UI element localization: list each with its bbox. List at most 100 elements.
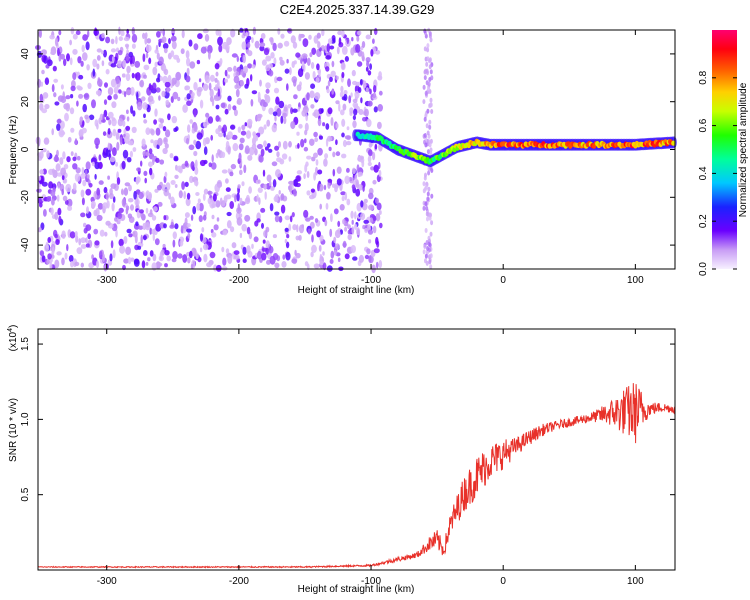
spectrogram-noise-cell <box>123 129 127 135</box>
spectrogram-noise-cell <box>368 149 373 157</box>
spectrogram-noise-cell <box>232 105 237 111</box>
spectrogram-noise-cell <box>98 180 104 185</box>
spectrogram-noise-cell <box>149 227 152 235</box>
spectrogram-noise-cell <box>190 92 195 97</box>
spectrogram-noise-cell <box>423 175 427 181</box>
spectrogram-noise-cell <box>291 258 298 264</box>
spectrogram-noise-cell <box>55 239 60 245</box>
spectrogram-noise-cell <box>360 200 364 208</box>
spectrogram-noise-cell <box>367 229 374 235</box>
spectrogram-noise-cell <box>368 204 374 211</box>
spectrogram-noise-cell <box>70 127 75 133</box>
spectrogram-noise-cell <box>186 228 192 233</box>
spectrogram-noise-cell <box>310 62 315 69</box>
spectrogram-noise-cell <box>177 96 181 102</box>
spectrogram-noise-cell <box>203 159 208 165</box>
spectrogram-noise-cell <box>144 177 147 184</box>
spectrogram-noise-cell <box>197 33 203 40</box>
spectrogram-noise-cell <box>189 250 193 259</box>
spectrogram-noise-cell <box>196 202 201 211</box>
spectrogram-noise-cell <box>217 88 221 97</box>
spectrogram-noise-cell <box>265 82 271 89</box>
spectrogram-noise-cell <box>154 188 159 193</box>
spectrogram-noise-cell <box>271 124 277 133</box>
spectrogram-noise-cell <box>43 209 47 217</box>
spectrogram-noise-cell <box>197 198 201 204</box>
spectrogram-noise-cell <box>41 108 48 114</box>
spectrogram-noise-cell <box>162 243 166 248</box>
spectrogram-noise-cell <box>76 247 83 255</box>
spectrogram-noise-cell <box>152 66 158 76</box>
spectrogram-noise-cell <box>121 198 126 207</box>
spectrogram-ridge-layer <box>352 129 677 168</box>
spectrogram-noise-cell <box>96 214 103 222</box>
spectrogram-noise-cell <box>325 66 330 72</box>
spectrogram-noise-cell <box>343 93 348 102</box>
spectrogram-noise-cell <box>217 36 223 46</box>
spectrogram-noise-cell <box>301 53 308 59</box>
spectrogram-noise-cell <box>94 240 100 246</box>
spectrogram-noise-cell <box>121 73 126 78</box>
spectrogram-noise-cell <box>85 161 91 170</box>
spectrogram-noise-cell <box>319 260 324 266</box>
spectrogram-x-tick-label: -100 <box>361 275 381 286</box>
spectrogram-noise-cell <box>111 117 117 127</box>
spectrogram-noise-cell <box>59 157 64 165</box>
spectrogram-noise-cell <box>369 63 372 70</box>
spectrogram-noise-cell <box>199 247 203 253</box>
spectrogram-noise-cell <box>348 95 352 104</box>
spectrogram-noise-cell <box>110 48 117 53</box>
spectrogram-noise-cell <box>230 28 236 38</box>
spectrogram-noise-cell <box>318 69 321 78</box>
spectrogram-noise-cell <box>142 102 148 110</box>
spectrogram-noise-cell <box>354 90 360 99</box>
spectrogram-noise-cell <box>267 143 271 148</box>
spectrogram-noise-cell <box>109 192 114 200</box>
spectrogram-y-tick-label: 40 <box>20 48 31 60</box>
spectrogram-noise-cell <box>94 161 101 170</box>
spectrogram-noise-cell <box>310 188 315 193</box>
spectrogram-noise-cell <box>193 150 198 157</box>
spectrogram-noise-cell <box>276 157 282 163</box>
spectrogram-noise-cell <box>211 214 215 220</box>
spectrogram-noise-cell <box>376 213 380 221</box>
spectrogram-noise-cell <box>265 88 270 94</box>
spectrogram-noise-cell <box>139 79 145 88</box>
spectrogram-noise-cell <box>378 90 383 96</box>
spectrogram-noise-cell <box>368 239 372 244</box>
spectrogram-noise-cell <box>342 240 347 248</box>
spectrogram-noise-cell <box>310 83 316 89</box>
spectrogram-noise-cell <box>193 109 197 118</box>
spectrogram-noise-cell <box>322 262 327 271</box>
spectrogram-noise-cell <box>274 115 277 122</box>
spectrogram-noise-cell <box>185 137 190 145</box>
spectrogram-noise-cell <box>86 64 90 71</box>
spectrogram-noise-cell <box>135 72 141 81</box>
colorbar-tick-label: 0.4 <box>698 166 709 180</box>
spectrogram-noise-cell <box>363 219 370 224</box>
snr-x-tick-label: -100 <box>361 576 381 587</box>
spectrogram-noise-cell <box>81 127 87 134</box>
spectrogram-noise-cell <box>424 90 428 96</box>
spectrogram-noise-cell <box>144 32 148 39</box>
spectrogram-noise-cell <box>215 104 220 110</box>
spectrogram-noise-cell <box>335 123 339 129</box>
spectrogram-noise-cell <box>336 166 342 174</box>
spectrogram-noise-cell <box>140 160 143 167</box>
spectrogram-noise-cell <box>85 243 90 248</box>
spectrogram-noise-cell <box>236 55 239 63</box>
spectrogram-noise-cell <box>332 151 336 158</box>
spectrogram-noise-cell <box>222 41 228 50</box>
spectrogram-noise-cell <box>428 259 432 265</box>
spectrogram-noise-cell <box>190 264 194 269</box>
spectrogram-noise-cell <box>57 182 60 189</box>
spectrogram-noise-cell <box>278 190 281 195</box>
spectrogram-noise-cell <box>159 251 163 260</box>
spectrogram-noise-cell <box>317 147 323 156</box>
spectrogram-noise-cell <box>215 29 220 36</box>
spectrogram-noise-cell <box>364 228 368 233</box>
spectrogram-noise-cell <box>202 214 207 221</box>
spectrogram-noise-cell <box>116 177 121 185</box>
spectrogram-noise-cell <box>193 124 198 133</box>
spectrogram-noise-cell <box>423 28 427 34</box>
